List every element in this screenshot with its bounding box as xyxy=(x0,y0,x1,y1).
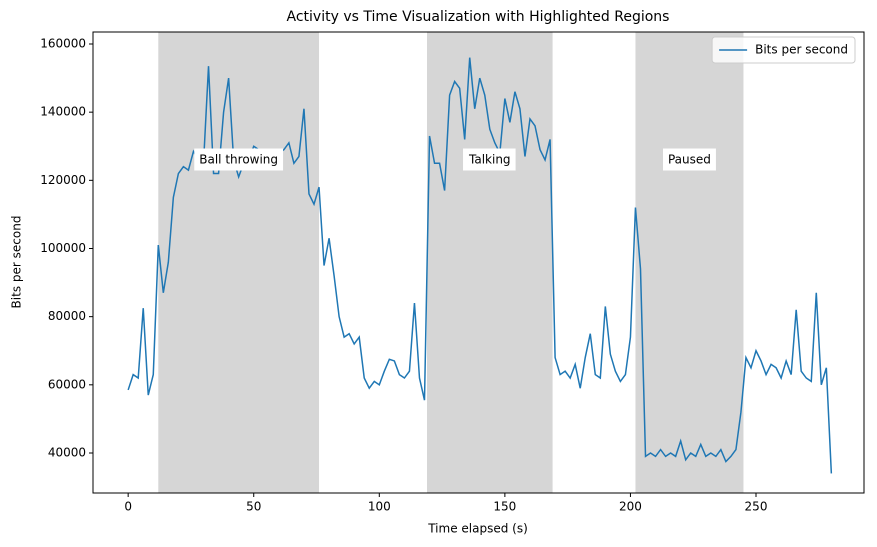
x-tick-label: 200 xyxy=(619,500,642,514)
annotation-box xyxy=(662,148,716,171)
plot-frame xyxy=(92,31,865,494)
legend-label: Bits per second xyxy=(755,43,848,57)
y-tick-label: 40000 xyxy=(48,445,86,459)
legend: Bits per second xyxy=(711,36,856,64)
highlight-region xyxy=(158,32,320,493)
legend-box xyxy=(711,36,856,64)
y-axis-label: Bits per second xyxy=(10,216,24,309)
y-tick-label: 120000 xyxy=(40,173,86,187)
y-tick-label: 80000 xyxy=(48,309,86,323)
y-tick-label: 140000 xyxy=(40,105,86,119)
x-axis-label: Time elapsed (s) xyxy=(427,522,528,536)
highlight-region xyxy=(635,32,744,493)
y-tick-label: 100000 xyxy=(40,241,86,255)
x-tick-label: 50 xyxy=(246,500,261,514)
annotation: Ball throwing xyxy=(199,153,278,167)
y-tick-label: 160000 xyxy=(40,36,86,50)
y-tick-label: 60000 xyxy=(48,377,86,391)
x-tick-label: 0 xyxy=(124,500,132,514)
x-tick-label: 100 xyxy=(368,500,391,514)
chart-title: Activity vs Time Visualization with High… xyxy=(287,9,670,25)
x-tick-label: 150 xyxy=(493,500,516,514)
annotation: Talking xyxy=(468,153,511,167)
annotation: Paused xyxy=(668,153,711,167)
annotation-box xyxy=(463,148,516,171)
highlight-region xyxy=(427,32,553,493)
annotation-box xyxy=(194,148,284,171)
x-tick-label: 250 xyxy=(745,500,768,514)
